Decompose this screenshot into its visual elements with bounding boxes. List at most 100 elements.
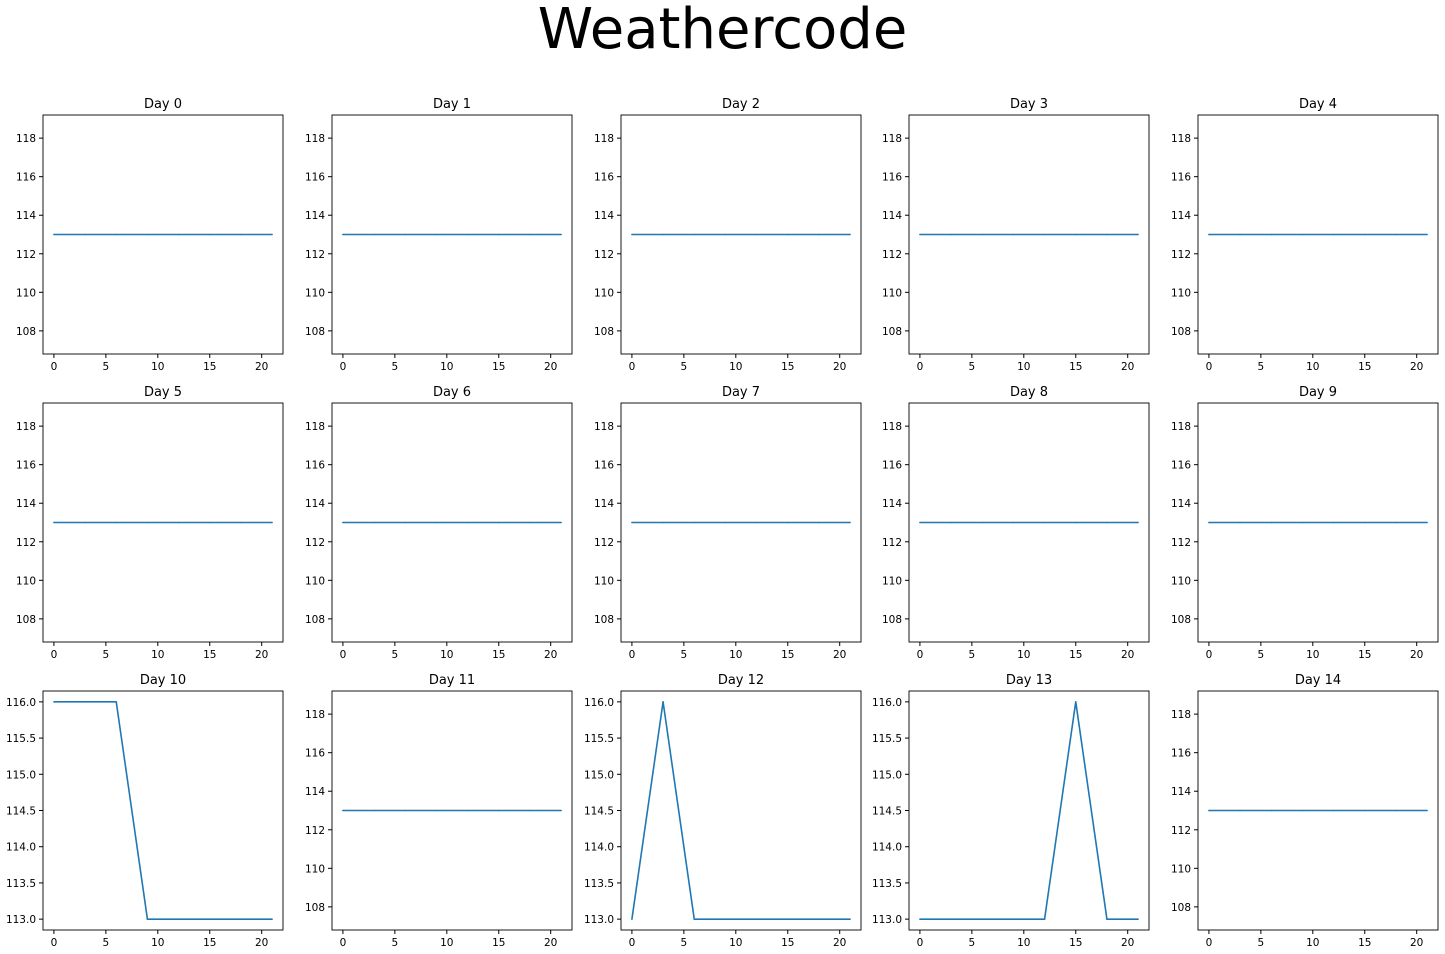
x-tick-label: 5 bbox=[103, 649, 110, 661]
data-point bbox=[1239, 809, 1241, 812]
x-tick-label: 5 bbox=[1258, 937, 1265, 949]
data-point bbox=[950, 521, 952, 524]
x-tick-label: 10 bbox=[440, 649, 453, 661]
data-point bbox=[1395, 521, 1397, 524]
data-point bbox=[981, 521, 984, 524]
data-point bbox=[818, 521, 820, 524]
x-tick-label: 5 bbox=[1258, 361, 1265, 373]
data-point bbox=[919, 521, 921, 524]
data-point bbox=[146, 521, 149, 524]
x-tick-label: 15 bbox=[203, 937, 216, 949]
x-tick-label: 0 bbox=[51, 649, 58, 661]
data-point bbox=[1301, 809, 1304, 812]
data-point bbox=[1426, 809, 1428, 812]
x-tick-label: 20 bbox=[833, 361, 846, 373]
data-point bbox=[849, 233, 851, 236]
x-tick-label: 5 bbox=[681, 649, 688, 661]
data-point bbox=[271, 918, 273, 920]
x-tick-label: 0 bbox=[917, 649, 924, 661]
x-tick-label: 0 bbox=[629, 361, 636, 373]
series-line bbox=[919, 701, 1139, 920]
x-tick-label: 15 bbox=[781, 937, 794, 949]
subplot-day-1: Day 1 0 5 10 15 20 108 110 112 114 116 118 bbox=[305, 97, 573, 373]
x-tick-label: 20 bbox=[1410, 649, 1423, 661]
y-tick-label: 115.0 bbox=[6, 769, 36, 781]
x-tick-label: 15 bbox=[781, 649, 794, 661]
data-point bbox=[1239, 521, 1241, 524]
x-tick-label: 10 bbox=[151, 361, 164, 373]
data-point bbox=[1074, 521, 1077, 524]
y-tick-label: 114.5 bbox=[6, 806, 36, 818]
y-tick-label: 113.0 bbox=[6, 914, 36, 926]
data-point bbox=[1012, 233, 1015, 236]
y-tick-label: 115.5 bbox=[6, 733, 36, 745]
x-tick-label: 20 bbox=[833, 649, 846, 661]
x-tick-label: 20 bbox=[1121, 937, 1134, 949]
data-point bbox=[1208, 521, 1210, 524]
data-point bbox=[115, 701, 118, 703]
x-tick-label: 15 bbox=[1069, 937, 1082, 949]
data-point bbox=[84, 521, 86, 524]
data-point bbox=[981, 233, 984, 236]
plot-area-frame bbox=[42, 402, 284, 643]
plot-area-frame bbox=[42, 690, 284, 931]
data-point bbox=[1395, 809, 1397, 812]
x-tick-label: 20 bbox=[255, 649, 268, 661]
data-point bbox=[84, 701, 86, 703]
x-tick-label: 15 bbox=[1358, 937, 1371, 949]
data-point bbox=[466, 521, 469, 524]
y-tick-label: 112 bbox=[305, 537, 325, 549]
y-tick-label: 110 bbox=[1171, 287, 1191, 299]
data-point bbox=[1239, 233, 1241, 236]
x-tick-label: 10 bbox=[729, 361, 742, 373]
data-point bbox=[342, 521, 344, 524]
plot-area-frame bbox=[1197, 114, 1439, 355]
data-point bbox=[662, 701, 664, 703]
data-point bbox=[466, 233, 469, 236]
data-point bbox=[373, 233, 375, 236]
data-point bbox=[1074, 233, 1077, 236]
subplot-title: Day 11 bbox=[429, 673, 475, 688]
y-tick-label: 114 bbox=[305, 498, 325, 510]
data-point bbox=[1301, 521, 1304, 524]
data-point bbox=[786, 918, 789, 920]
data-point bbox=[560, 809, 562, 812]
data-point bbox=[435, 809, 438, 812]
x-tick-label: 10 bbox=[1017, 361, 1030, 373]
y-tick-label: 112 bbox=[305, 825, 325, 837]
y-tick-label: 113.5 bbox=[584, 878, 614, 890]
x-tick-label: 0 bbox=[1206, 649, 1213, 661]
data-point bbox=[849, 918, 851, 920]
x-tick-label: 20 bbox=[1121, 361, 1134, 373]
data-point bbox=[724, 233, 727, 236]
subplot-day-4: Day 4 0 5 10 15 20 108 110 112 114 116 118 bbox=[1171, 97, 1439, 373]
data-point bbox=[271, 233, 273, 236]
x-tick-label: 15 bbox=[492, 649, 505, 661]
y-tick-label: 108 bbox=[1171, 614, 1191, 626]
x-tick-label: 5 bbox=[969, 361, 976, 373]
data-point bbox=[208, 521, 211, 524]
y-tick-label: 114 bbox=[305, 210, 325, 222]
x-tick-label: 20 bbox=[255, 361, 268, 373]
data-point bbox=[497, 809, 500, 812]
subplot-day-14: Day 14 0 5 10 15 20 108 110 112 114 116 118 bbox=[1171, 673, 1439, 949]
data-point bbox=[208, 918, 211, 920]
y-tick-label: 112 bbox=[594, 249, 614, 261]
data-point bbox=[755, 233, 758, 236]
y-tick-label: 112 bbox=[16, 537, 36, 549]
data-point bbox=[1137, 521, 1139, 524]
x-tick-label: 15 bbox=[203, 361, 216, 373]
x-tick-label: 0 bbox=[629, 649, 636, 661]
x-tick-label: 15 bbox=[1358, 649, 1371, 661]
y-tick-label: 113.0 bbox=[872, 914, 902, 926]
y-tick-label: 108 bbox=[305, 902, 325, 914]
data-point bbox=[755, 521, 758, 524]
y-tick-label: 116 bbox=[305, 460, 325, 472]
y-tick-label: 116 bbox=[1171, 460, 1191, 472]
x-tick-label: 5 bbox=[681, 937, 688, 949]
y-tick-label: 118 bbox=[1171, 709, 1191, 721]
data-point bbox=[1426, 521, 1428, 524]
subplot-day-12: Day 12 0 5 10 15 20 113.0 113.5 114.0 114.5 115.0 1… bbox=[584, 673, 862, 949]
y-tick-label: 118 bbox=[305, 421, 325, 433]
